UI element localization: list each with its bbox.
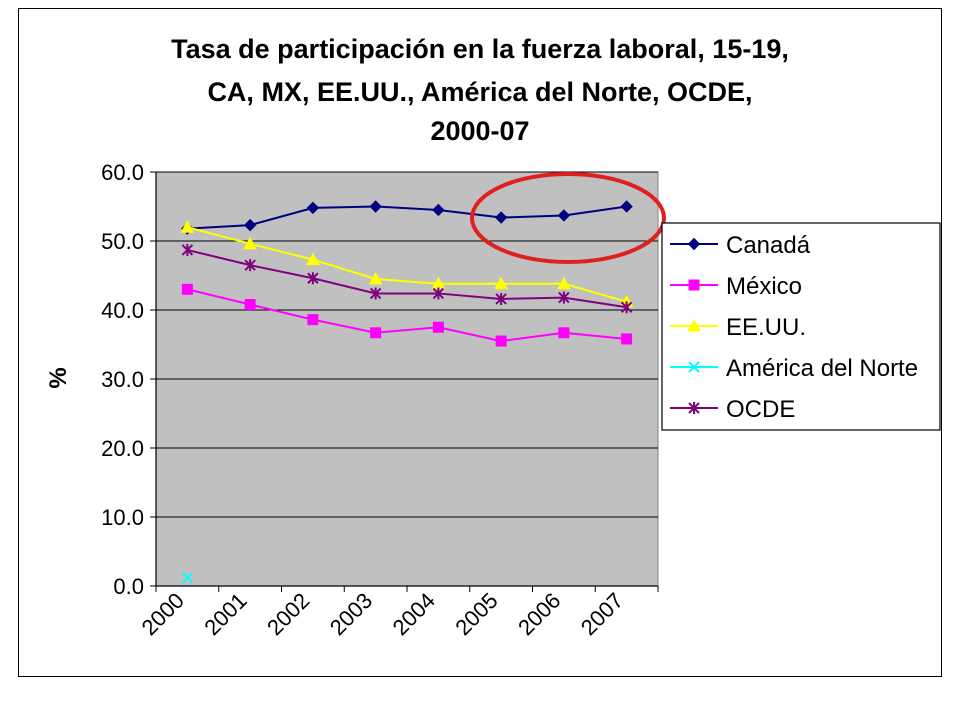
series-2	[180, 220, 634, 308]
legend-label: EE.UU.	[726, 314, 806, 341]
legend-marker	[687, 318, 701, 332]
legend-item: Canadá	[670, 232, 811, 259]
legend: Canadá México EE.UU. América del Norte OCDE	[661, 222, 941, 431]
y-tick-label: 10.0	[101, 505, 144, 530]
chart-title: Tasa de participación en la fuerza labor…	[171, 34, 789, 146]
legend-label: Canadá	[726, 232, 811, 259]
data-point	[370, 327, 382, 339]
legend-item: EE.UU.	[670, 314, 806, 341]
y-axis-label: %	[45, 367, 72, 388]
x-tick-labels: 2000 2001 2002 2003 2004 2005 2006 2007	[137, 588, 629, 640]
legend-label: México	[726, 273, 802, 300]
legend-item: México	[670, 273, 802, 300]
data-point	[557, 209, 571, 222]
highlight-ellipse	[470, 172, 666, 264]
chart-title-line-2: CA, MX, EE.UU., América del Norte, OCDE,	[207, 77, 752, 107]
data-point	[620, 200, 633, 213]
data-point	[494, 211, 508, 224]
data-point	[432, 287, 445, 300]
data-point	[495, 292, 507, 305]
data-point	[557, 276, 571, 290]
series-4	[181, 243, 633, 314]
data-point	[494, 276, 508, 290]
legend-label: OCDE	[726, 396, 795, 423]
x-tick-label: 2000	[137, 588, 189, 640]
data-point	[181, 572, 194, 584]
data-point	[244, 259, 256, 272]
series-line	[187, 205, 627, 230]
y-tick-label: 0.0	[113, 574, 144, 599]
y-tick-label: 20.0	[101, 436, 144, 461]
series-1	[181, 283, 633, 347]
data-point	[368, 271, 383, 285]
legend-marker	[688, 279, 700, 291]
x-tick-label: 2005	[450, 588, 502, 640]
legend-marker	[688, 402, 700, 414]
data-point	[181, 243, 194, 256]
data-point	[306, 252, 320, 266]
data-point	[306, 201, 320, 215]
data-point	[243, 236, 257, 250]
data-point	[558, 291, 570, 304]
data-point	[558, 327, 570, 339]
series-group	[180, 200, 634, 584]
legend-item: OCDE	[670, 396, 795, 423]
series-line	[187, 288, 627, 343]
y-tick-label: 40.0	[101, 298, 144, 323]
series-line	[187, 248, 627, 309]
x-tick-label: 2007	[576, 588, 628, 640]
x-tick-label: 2004	[388, 588, 440, 640]
series-0	[181, 200, 633, 235]
legend-label: América del Norte	[726, 355, 918, 382]
data-point	[181, 283, 193, 295]
data-point	[180, 220, 195, 233]
data-point	[432, 321, 444, 333]
data-point	[432, 203, 445, 217]
y-tick-labels: 0.0 10.0 20.0 30.0 40.0 50.0 60.0	[101, 160, 144, 599]
x-tick-label: 2001	[199, 588, 251, 640]
y-tick-label: 50.0	[101, 229, 144, 254]
x-tick-label: 2006	[513, 588, 565, 640]
data-point	[243, 218, 257, 232]
y-tick-label: 30.0	[101, 367, 144, 392]
x-tick-label: 2003	[325, 588, 377, 640]
data-point	[495, 335, 507, 347]
data-point	[369, 287, 382, 300]
chart-title-line-1: Tasa de participación en la fuerza labor…	[171, 34, 789, 64]
data-point	[369, 200, 382, 213]
y-tick-label: 60.0	[101, 160, 144, 185]
data-point	[244, 298, 256, 310]
data-point	[307, 314, 319, 326]
data-point	[620, 301, 633, 314]
series-line	[187, 226, 627, 303]
series-3	[181, 572, 194, 584]
data-point	[621, 333, 633, 345]
axes	[150, 171, 659, 592]
legend-marker	[687, 237, 701, 251]
legend-item: América del Norte	[670, 355, 918, 382]
x-tick-label: 2002	[262, 588, 314, 640]
legend-marker	[688, 361, 700, 373]
chart-title-line-3: 2000-07	[430, 116, 529, 146]
data-point	[307, 272, 319, 285]
